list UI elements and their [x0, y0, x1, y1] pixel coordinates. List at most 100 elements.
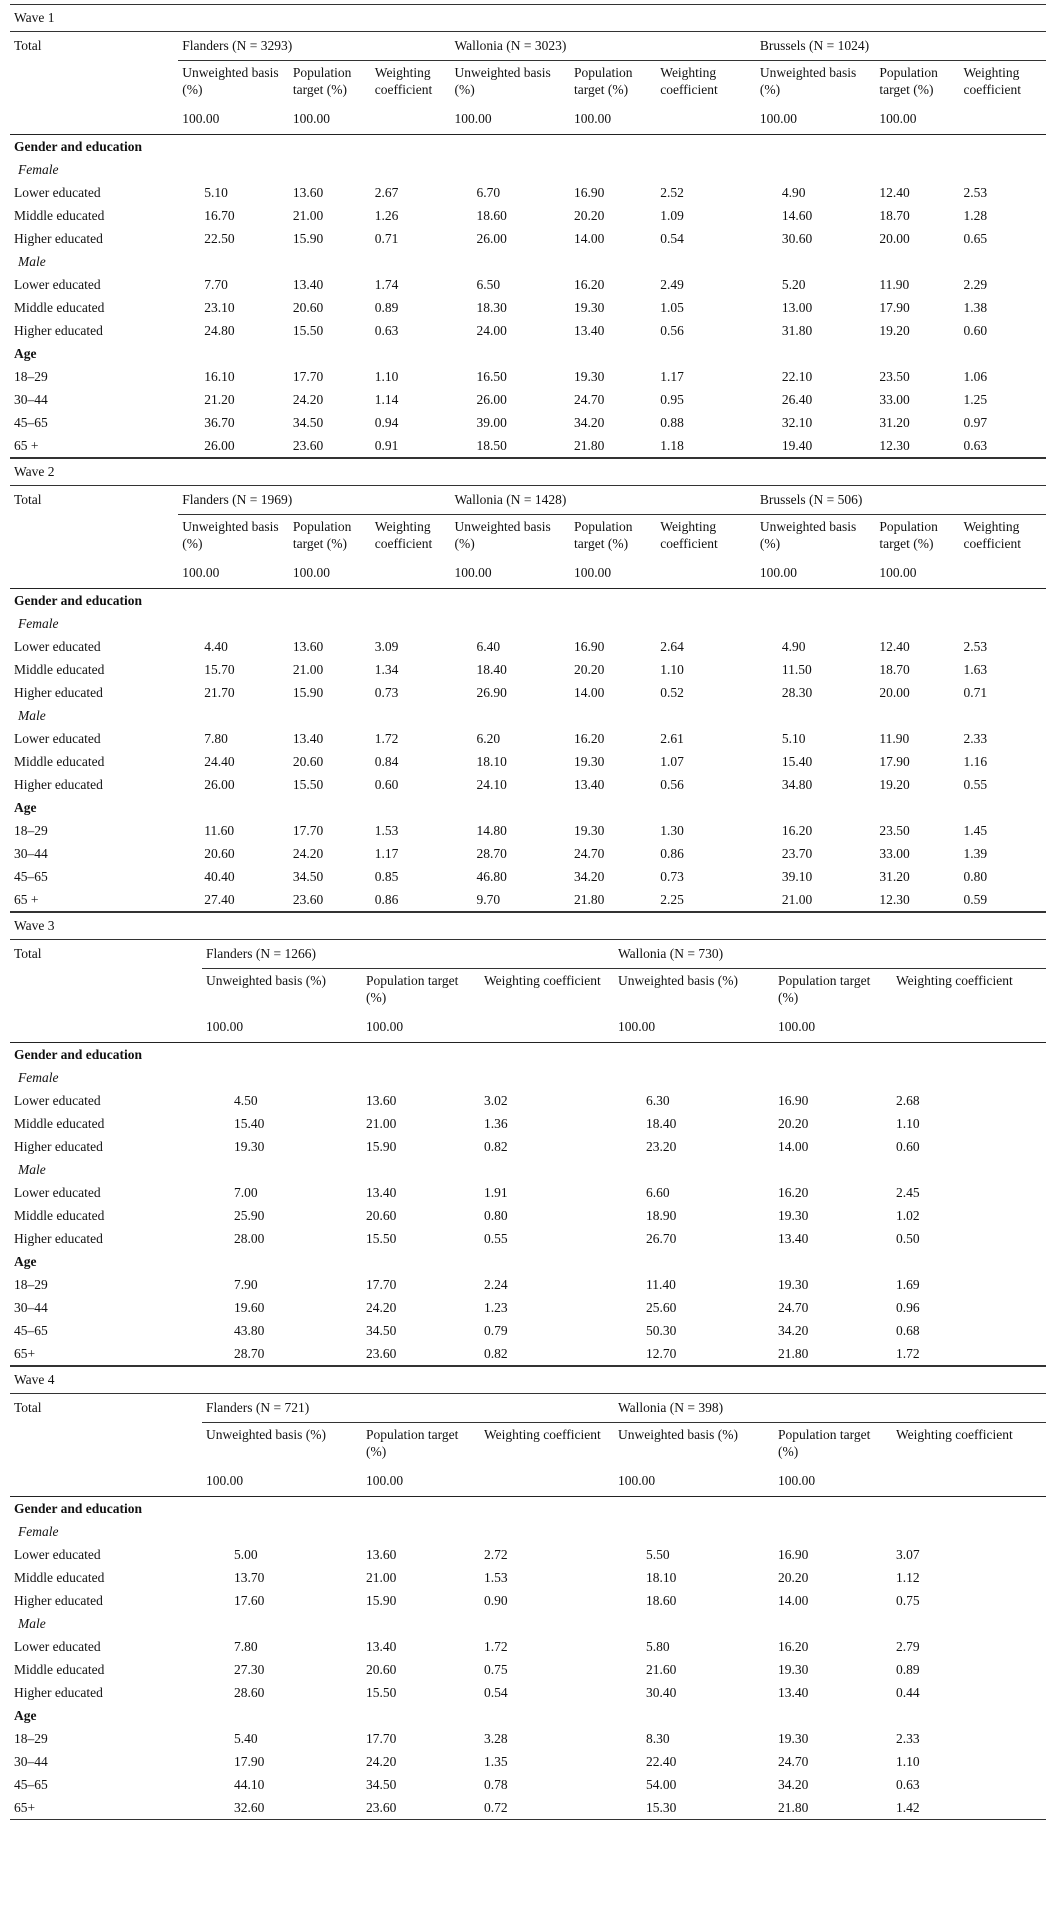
row-label: 65 + [10, 434, 179, 458]
cell-value: 17.70 [366, 1730, 397, 1746]
cell-value: 0.60 [896, 1138, 920, 1154]
group-label: Female [18, 1523, 59, 1539]
wave-title: Wave 1 [10, 4, 1046, 32]
cell-value: 17.60 [234, 1592, 265, 1608]
group-label: Male [18, 1615, 46, 1631]
cell-value: 33.00 [879, 391, 910, 407]
cell-value: 0.82 [484, 1138, 508, 1154]
blank [480, 1466, 614, 1497]
total-value: 100.00 [288, 104, 371, 135]
cell-value: 24.00 [476, 322, 507, 338]
cell-value: 0.63 [896, 1776, 920, 1792]
cell-value: 0.54 [660, 230, 684, 246]
cell-value: 3.07 [896, 1546, 920, 1562]
blank [10, 1012, 202, 1043]
cell-value: 16.20 [778, 1638, 809, 1654]
cell-value: 24.20 [366, 1299, 397, 1315]
cell-value: 6.50 [476, 276, 501, 292]
row-label: 30–44 [14, 1299, 48, 1315]
blank [10, 61, 178, 105]
data-row: Higher educated 24.80 15.50 0.63 24.00 13.40 0… [10, 319, 1046, 342]
cell-value: 1.02 [896, 1207, 920, 1223]
cell-value: 1.74 [374, 276, 399, 292]
row-label: Lower educated [14, 1638, 101, 1654]
wave-table: Wave 3 Total Flanders (N = 1266) Wallonia (… [10, 912, 1047, 1366]
section-title: Age [14, 1253, 37, 1269]
cell-value: 8.30 [646, 1730, 670, 1746]
cell-value: 31.80 [781, 322, 813, 338]
cell-value: 2.67 [374, 184, 399, 200]
column-header: Weighting coefficient [660, 65, 718, 97]
cell-value: 7.90 [234, 1276, 258, 1292]
cell-value: 20.20 [573, 207, 605, 223]
cell-value: 18.60 [476, 207, 507, 223]
column-header: Weighting coefficient [963, 65, 1021, 97]
data-row: 45–65 36.70 34.50 0.94 39.00 34.20 0.88 32.10 31… [10, 411, 1046, 434]
cell-value: 2.29 [963, 276, 988, 292]
cell-value: 1.17 [374, 845, 399, 861]
cell-value: 1.34 [374, 661, 399, 677]
cell-value: 0.63 [959, 434, 1046, 458]
data-row: Lower educated 5.10 13.60 2.67 6.70 16.90 2.52… [10, 181, 1046, 204]
column-header-row: Unweighted basis (%) Population target (%… [10, 61, 1046, 105]
cell-value: 34.50 [366, 1776, 397, 1792]
cell-value: 46.80 [476, 868, 507, 884]
region-label: Flanders (N = 1969) [178, 485, 451, 515]
total-value: 100.00 [755, 558, 876, 589]
table-body: Wave 1 Total Flanders (N = 3293) Wallonia (… [10, 4, 1046, 458]
cell-value: 1.91 [484, 1184, 508, 1200]
data-row: Lower educated 7.80 13.40 1.72 6.20 16.20 2.61… [10, 727, 1046, 750]
blank [10, 1466, 202, 1497]
column-header: Weighting coefficient [374, 65, 433, 97]
data-row: Lower educated 4.40 13.60 3.09 6.40 16.90 2.64… [10, 635, 1046, 658]
data-row: Lower educated 7.00 13.40 1.91 6.60 16.20 2.45 [10, 1181, 1046, 1204]
cell-value: 9.70 [450, 888, 570, 912]
cell-value: 15.40 [234, 1115, 265, 1131]
cell-value: 15.90 [366, 1592, 397, 1608]
cell-value: 19.30 [573, 753, 605, 769]
cell-value: 0.96 [896, 1299, 920, 1315]
row-label: Higher educated [14, 1138, 103, 1154]
row-label: Lower educated [14, 730, 101, 746]
cell-value: 2.52 [660, 184, 684, 200]
data-row: Higher educated 17.60 15.90 0.90 18.60 14.00 0… [10, 1589, 1046, 1612]
cell-value: 16.90 [573, 638, 605, 654]
row-label: 65+ [10, 1796, 202, 1820]
row-label: Middle educated [14, 1569, 105, 1585]
total-label: Total [14, 492, 42, 508]
cell-value: 1.42 [892, 1796, 1047, 1820]
cell-value: 5.50 [646, 1546, 670, 1562]
region-label: Flanders (N = 3293) [178, 31, 451, 61]
section-row: Gender and education [10, 1497, 1046, 1521]
cell-value: 30.60 [781, 230, 813, 246]
total-value: 100.00 [178, 558, 289, 589]
cell-value: 24.70 [573, 845, 605, 861]
column-header: Population target (%) [366, 973, 459, 1005]
cell-value: 18.10 [476, 753, 507, 769]
column-header: Unweighted basis (%) [618, 1427, 738, 1442]
cell-value: 24.20 [366, 1753, 397, 1769]
cell-value: 1.72 [892, 1342, 1047, 1366]
cell-value: 1.16 [963, 753, 988, 769]
row-label: Middle educated [14, 207, 105, 223]
cell-value: 2.49 [660, 276, 684, 292]
cell-value: 17.90 [879, 299, 910, 315]
cell-value: 0.95 [660, 391, 684, 407]
total-label: Total [14, 1400, 42, 1416]
document: Wave 1 Total Flanders (N = 3293) Wallonia (… [10, 4, 1047, 1820]
total-value: 100.00 [450, 104, 570, 135]
row-label: 65 + [10, 888, 179, 912]
cell-value: 0.86 [660, 845, 684, 861]
cell-value: 13.40 [366, 1184, 397, 1200]
cell-value: 6.20 [476, 730, 501, 746]
cell-value: 0.89 [896, 1661, 920, 1677]
cell-value: 18.90 [646, 1207, 677, 1223]
region-label: Brussels (N = 506) [755, 485, 1046, 515]
cell-value: 23.60 [288, 888, 371, 912]
cell-value: 28.70 [202, 1342, 362, 1366]
cell-value: 15.70 [204, 661, 235, 677]
column-header: Weighting coefficient [963, 519, 1021, 551]
row-label: Lower educated [14, 1184, 101, 1200]
cell-value: 4.40 [204, 638, 228, 654]
cell-value: 1.06 [963, 368, 988, 384]
